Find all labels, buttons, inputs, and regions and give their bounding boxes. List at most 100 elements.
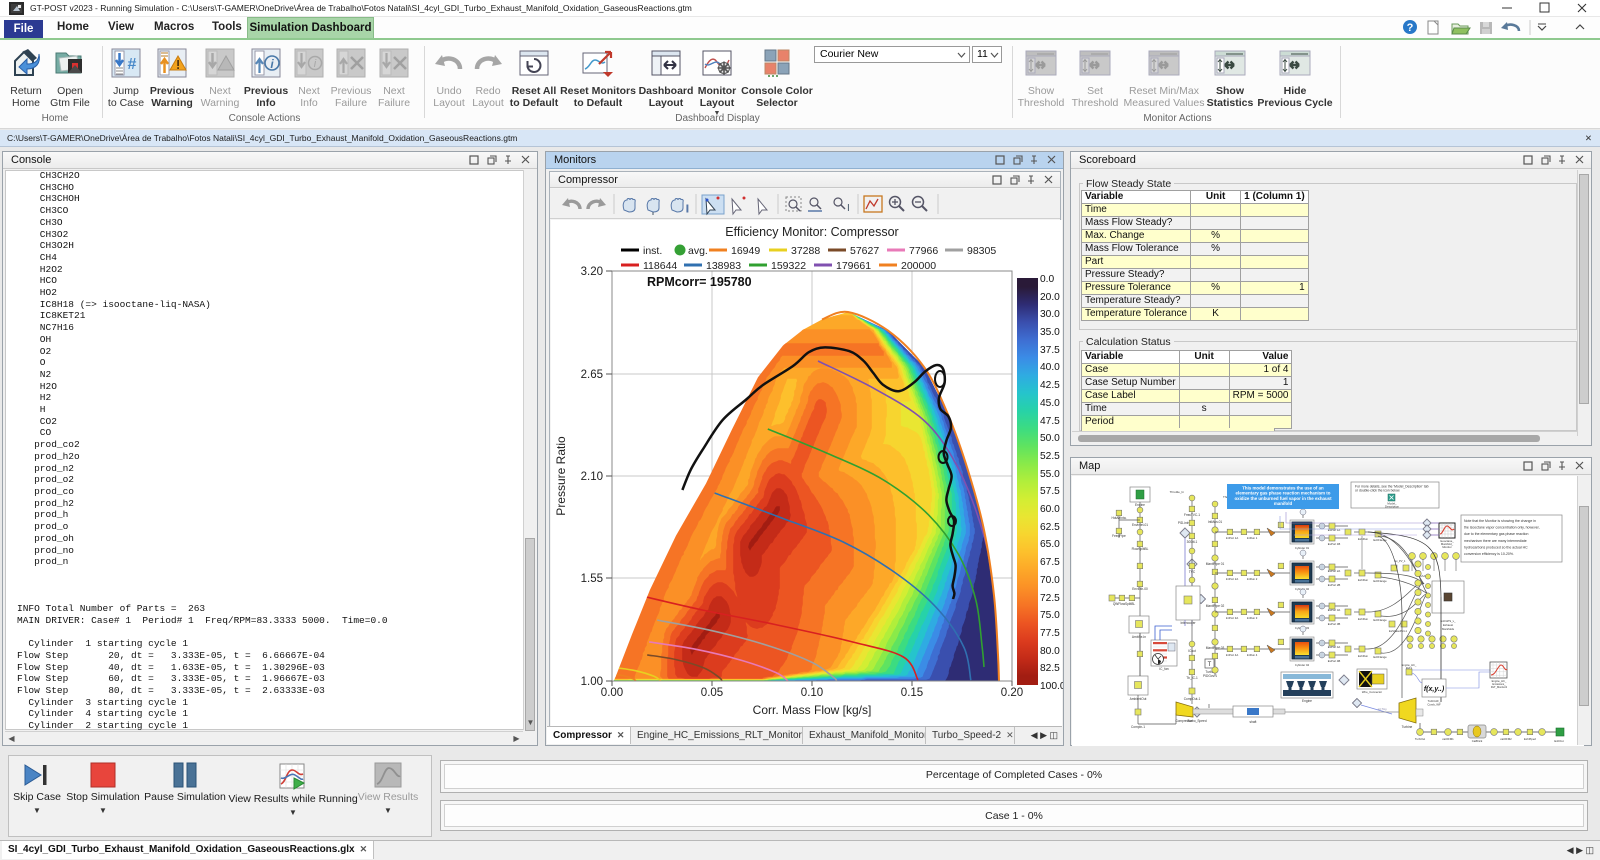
svg-text:Manifolds: Manifolds bbox=[1442, 627, 1455, 631]
svg-text:2.10: 2.10 bbox=[581, 471, 603, 483]
svg-text:Emissions_: Emissions_ bbox=[1492, 682, 1506, 686]
svg-text:?: ? bbox=[1407, 22, 1414, 34]
svg-text:Corr. Mass Flow [kg/s]: Corr. Mass Flow [kg/s] bbox=[753, 703, 872, 717]
svg-text:ExhRun: ExhRun bbox=[1358, 654, 1368, 658]
svg-text:i: i bbox=[314, 58, 317, 70]
svg-text:IntRun 1: IntRun 1 bbox=[1247, 536, 1258, 540]
svg-text:ExhGPS_v_: ExhGPS_v_ bbox=[1440, 619, 1456, 623]
svg-text:For more details, see the 'Mod: For more details, see the 'Model_Descrip… bbox=[1355, 485, 1429, 489]
svg-text:ICout: ICout bbox=[1188, 649, 1196, 653]
svg-text:37.5: 37.5 bbox=[1040, 345, 1060, 356]
svg-text:ExPort 4B: ExPort 4B bbox=[1328, 659, 1341, 663]
svg-text:IntPort 3A: IntPort 3A bbox=[1226, 616, 1239, 620]
svg-text:AmbSe-In: AmbSe-In bbox=[1132, 635, 1146, 639]
svg-text:ExPort 1A: ExPort 1A bbox=[1328, 528, 1341, 532]
svg-text:PIDGov-1: PIDGov-1 bbox=[1203, 674, 1217, 678]
svg-text:oxidize the unburned fuel vapo: oxidize the unburned fuel vapor in the e… bbox=[1234, 496, 1332, 501]
svg-text:Compressor: Compressor bbox=[1175, 719, 1193, 723]
svg-text:ExhPipe2: ExhPipe2 bbox=[1524, 737, 1536, 741]
svg-text:35.0: 35.0 bbox=[1040, 327, 1060, 338]
svg-text:Comb_WF: Comb_WF bbox=[1427, 703, 1441, 707]
svg-text:200000: 200000 bbox=[901, 260, 936, 272]
svg-text:0.05: 0.05 bbox=[701, 687, 723, 699]
svg-text:30.0: 30.0 bbox=[1040, 309, 1060, 320]
svg-text:20.0: 20.0 bbox=[1040, 292, 1060, 303]
svg-text:ExhJunc: ExhJunc bbox=[1419, 574, 1430, 578]
svg-text:Description: Description bbox=[1385, 505, 1399, 509]
svg-text:0.20: 0.20 bbox=[1001, 687, 1023, 699]
svg-text:or double-click the icon below: or double-click the icon below. bbox=[1355, 489, 1400, 493]
svg-text:elementary gas phase reaction: elementary gas phase reaction mechanism … bbox=[1236, 491, 1331, 496]
svg-text:75.0: 75.0 bbox=[1040, 610, 1060, 621]
svg-text:ExPort 2A: ExPort 2A bbox=[1328, 569, 1341, 573]
svg-text:52.5: 52.5 bbox=[1040, 451, 1060, 462]
svg-text:shaft: shaft bbox=[1250, 720, 1257, 724]
svg-text:QWFlowSplitBL: QWFlowSplitBL bbox=[1113, 602, 1136, 606]
svg-text:IntRun 2: IntRun 2 bbox=[1247, 577, 1258, 581]
svg-text:manifold: manifold bbox=[1274, 501, 1293, 506]
svg-text:I: I bbox=[847, 203, 850, 214]
svg-text:TurbCAF_: TurbCAF_ bbox=[1428, 699, 1441, 703]
svg-text:mechanism there are many inter: mechanism there are many intermediate bbox=[1464, 539, 1527, 543]
svg-text:due to the elementary gas phas: due to the elementary gas phase reaction bbox=[1464, 532, 1528, 536]
svg-text:IntPort 1A: IntPort 1A bbox=[1226, 536, 1239, 540]
svg-text:65.0: 65.0 bbox=[1040, 539, 1060, 550]
svg-text:47.5: 47.5 bbox=[1040, 416, 1060, 427]
svg-text:0.00: 0.00 bbox=[601, 687, 623, 699]
svg-text:1.55: 1.55 bbox=[581, 573, 603, 585]
svg-text:0.15: 0.15 bbox=[901, 687, 923, 699]
svg-text:77.5: 77.5 bbox=[1040, 628, 1060, 639]
svg-text:138983: 138983 bbox=[706, 260, 741, 272]
svg-text:TVC: TVC bbox=[1189, 570, 1196, 574]
svg-text:EnvInlet-01: EnvInlet-01 bbox=[1132, 523, 1148, 527]
svg-text:50.0: 50.0 bbox=[1040, 433, 1060, 444]
svg-text:IntMan-01: IntMan-01 bbox=[1208, 520, 1223, 524]
svg-text:ExhOut: ExhOut bbox=[1554, 739, 1564, 743]
svg-text:Engine_HC_: Engine_HC_ bbox=[1492, 679, 1507, 683]
svg-text:37288: 37288 bbox=[791, 245, 820, 257]
svg-text:CompOut-1: CompOut-1 bbox=[1184, 697, 1201, 701]
svg-text:IntRun 3: IntRun 3 bbox=[1247, 616, 1258, 620]
svg-text:IC_fan: IC_fan bbox=[1159, 667, 1169, 671]
svg-text:Isooctane_: Isooctane_ bbox=[1440, 539, 1454, 543]
svg-text:57.5: 57.5 bbox=[1040, 486, 1060, 497]
svg-text:RPMcorr= 195780: RPMcorr= 195780 bbox=[647, 275, 752, 289]
svg-text:i: i bbox=[270, 57, 274, 71]
svg-text:Wire_Connector: Wire_Connector bbox=[1362, 690, 1382, 694]
svg-text:FeedPipe: FeedPipe bbox=[1112, 534, 1126, 538]
svg-text:TurbOut: TurbOut bbox=[1415, 737, 1425, 741]
svg-text:EsSCasePort-1: EsSCasePort-1 bbox=[1389, 629, 1407, 633]
svg-text:FmwTVC-1: FmwTVC-1 bbox=[1184, 513, 1200, 517]
svg-text:f(x,y..): f(x,y..) bbox=[1424, 686, 1445, 693]
svg-text:PID-intrclr: PID-intrclr bbox=[1178, 521, 1193, 525]
svg-text:100.0: 100.0 bbox=[1040, 681, 1063, 692]
svg-text:77966: 77966 bbox=[909, 245, 938, 257]
svg-text:Engine: Engine bbox=[1302, 699, 1312, 703]
svg-text:avg.: avg. bbox=[688, 245, 708, 257]
svg-text:catOFM1: catOFM1 bbox=[1442, 737, 1454, 741]
svg-text:HotAirInta.: HotAirInta. bbox=[1111, 516, 1126, 520]
svg-text:Pressure Ratio: Pressure Ratio bbox=[554, 436, 568, 516]
svg-text:Model_: Model_ bbox=[1387, 502, 1397, 506]
svg-text:IntPort 4A: IntPort 4A bbox=[1226, 653, 1239, 657]
svg-text:40.0: 40.0 bbox=[1040, 362, 1060, 373]
svg-text:80.0: 80.0 bbox=[1040, 646, 1060, 657]
svg-text:118644: 118644 bbox=[643, 260, 677, 272]
svg-text:ExPort 2B: ExPort 2B bbox=[1328, 583, 1341, 587]
svg-text:82.5: 82.5 bbox=[1040, 663, 1060, 674]
svg-text:2.65: 2.65 bbox=[581, 369, 603, 381]
svg-text:ExhFlange: ExhFlange bbox=[1373, 618, 1387, 622]
svg-text:42.5: 42.5 bbox=[1040, 380, 1060, 391]
svg-text:CatBrick: CatBrick bbox=[1472, 739, 1483, 743]
svg-text:Turbine: Turbine bbox=[1402, 725, 1413, 729]
svg-text:3.20: 3.20 bbox=[581, 266, 603, 278]
svg-text:IntPort 2A: IntPort 2A bbox=[1226, 577, 1239, 581]
svg-text:ExPort 3B: ExPort 3B bbox=[1328, 622, 1341, 626]
svg-text:ExPort 1B: ExPort 1B bbox=[1328, 542, 1341, 546]
svg-text:70.0: 70.0 bbox=[1040, 575, 1060, 586]
svg-text:ManifPipe 03: ManifPipe 03 bbox=[1206, 646, 1225, 650]
svg-text:ExhRun: ExhRun bbox=[1358, 578, 1368, 582]
svg-text:ExhFlange: ExhFlange bbox=[1373, 579, 1387, 583]
svg-text:I: I bbox=[686, 204, 689, 215]
svg-text:act:Tsig: act:Tsig bbox=[1378, 707, 1387, 711]
